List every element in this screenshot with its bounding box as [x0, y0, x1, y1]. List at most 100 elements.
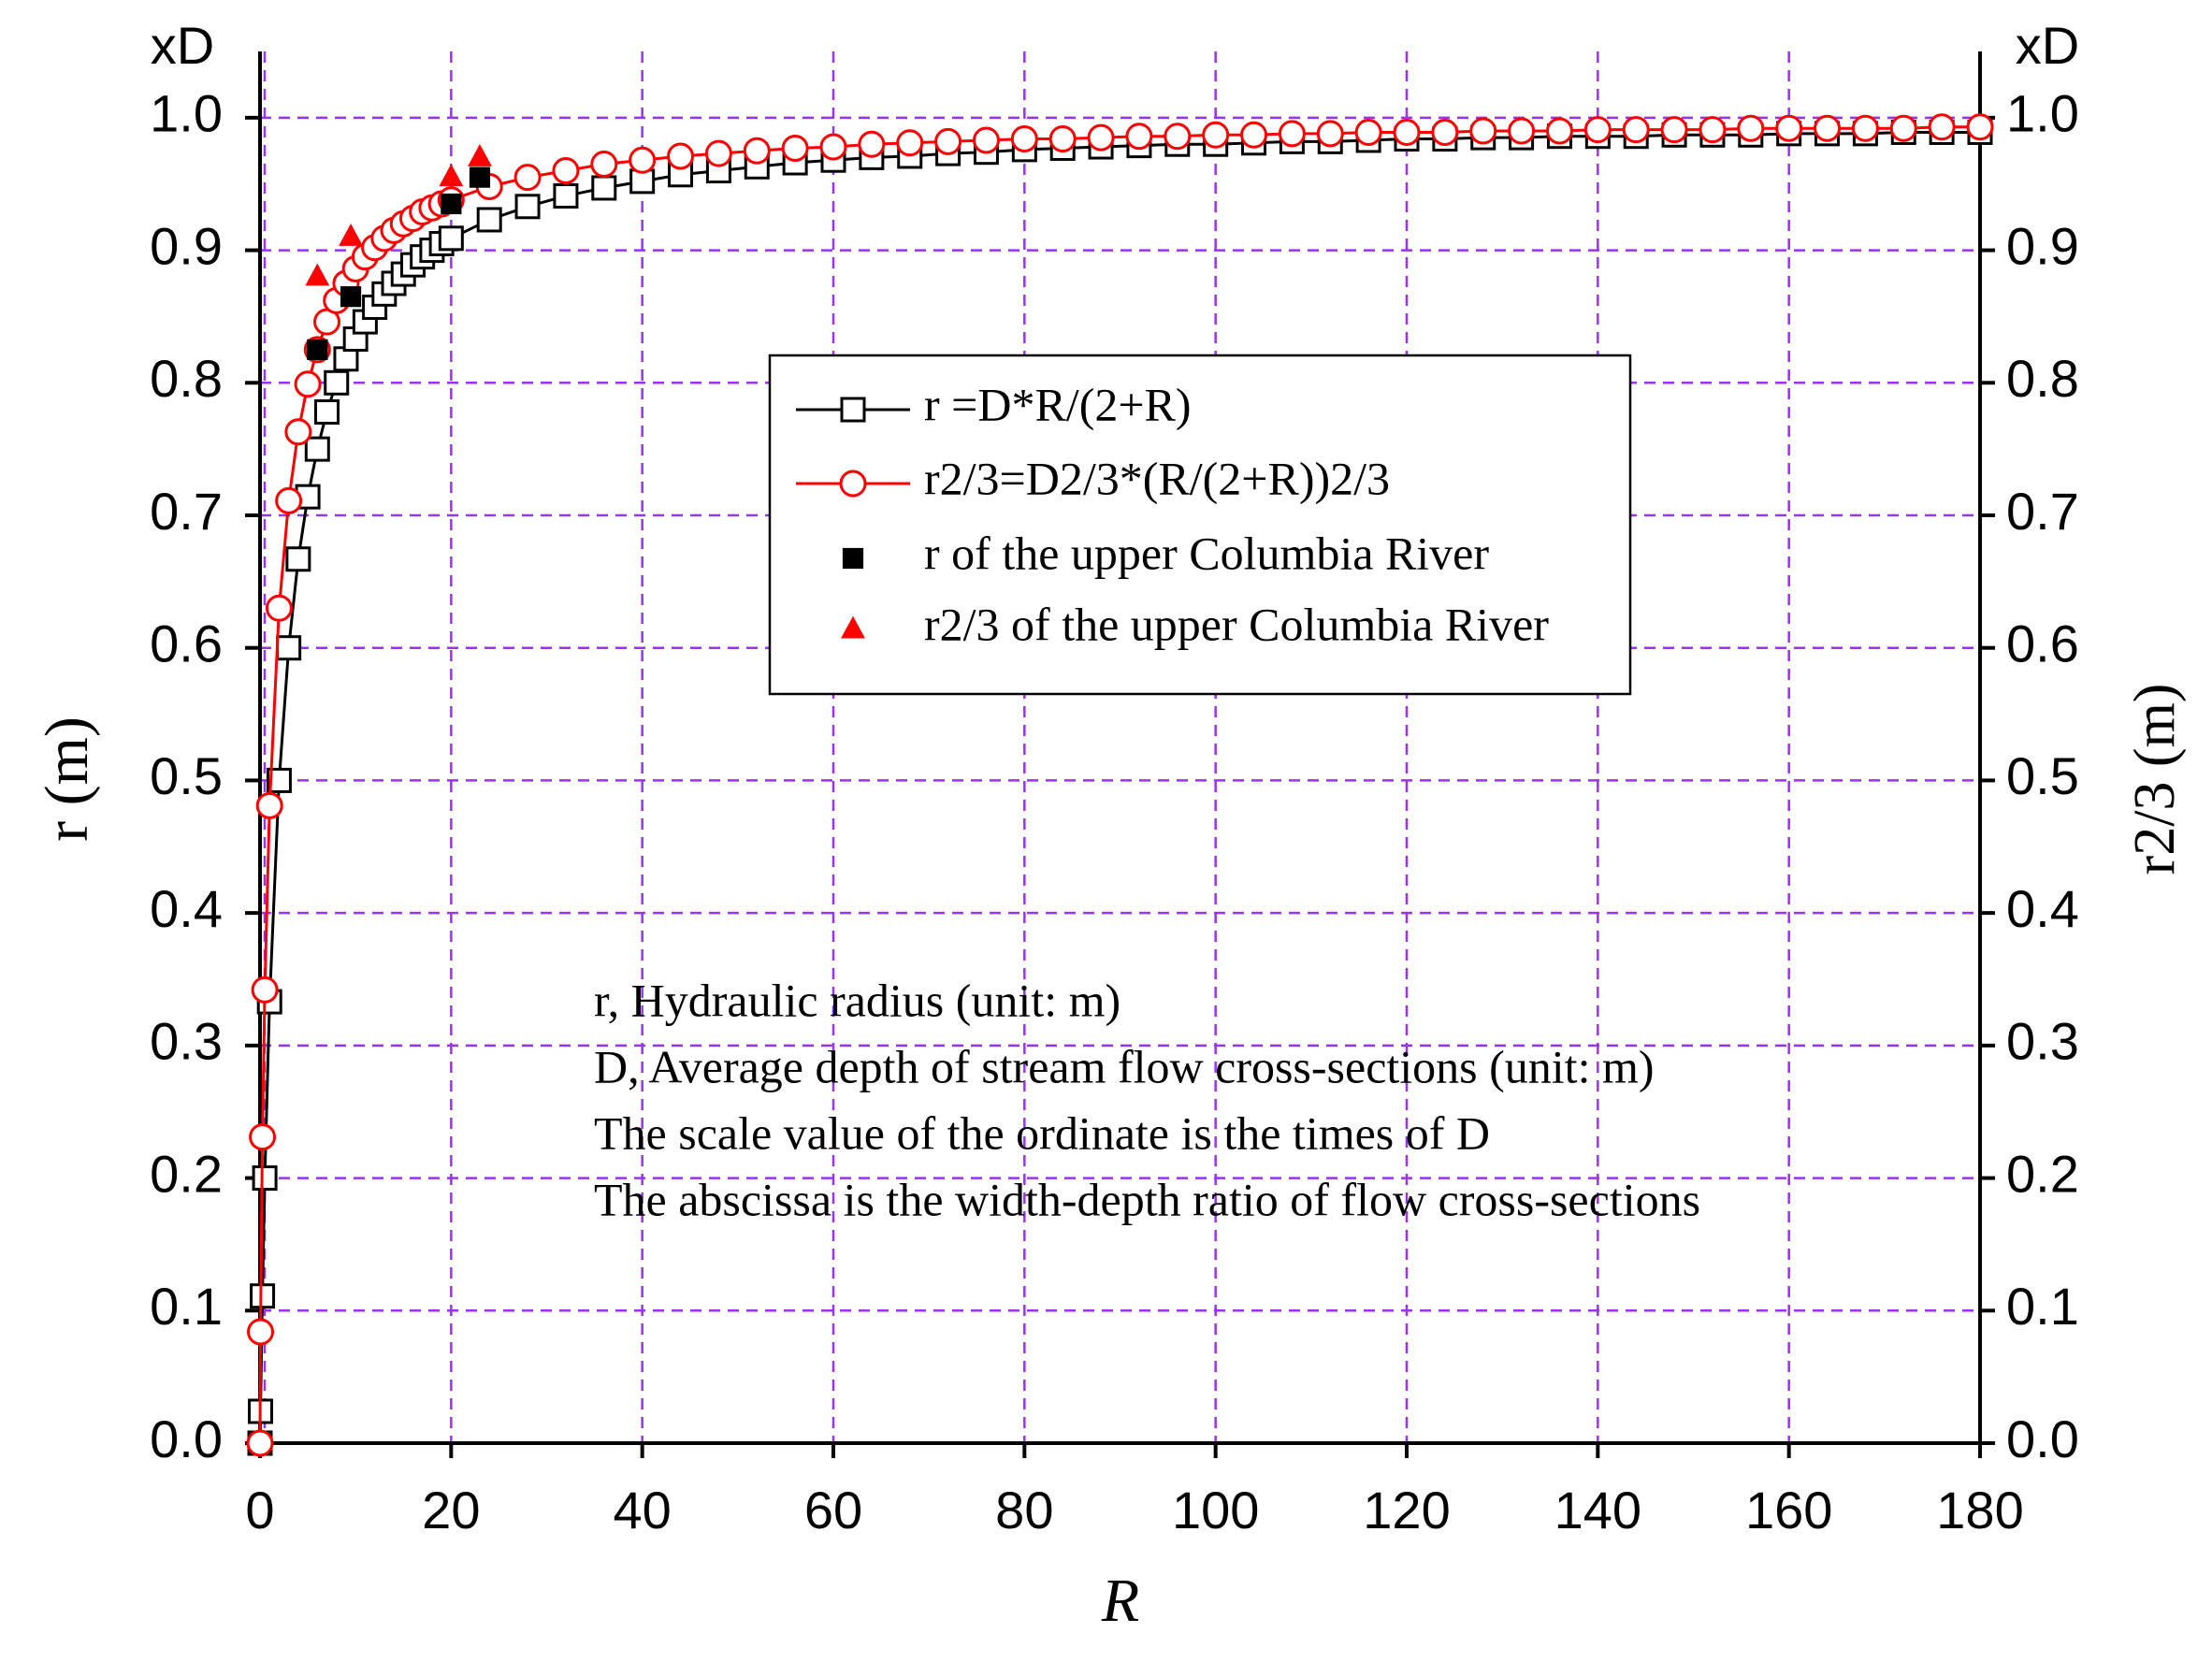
x-tick-label: 0 — [245, 1481, 274, 1539]
legend-label: r2/3 of the upper Columbia River — [924, 598, 1549, 650]
annotation: r, Hydraulic radius (unit: m) — [594, 974, 1120, 1026]
circle-marker — [781, 134, 809, 162]
y2-tick-label: 0.7 — [2006, 482, 2079, 541]
circle-marker — [1622, 116, 1650, 144]
circle-marker — [246, 1429, 274, 1457]
y2-tick-label: 0.1 — [2006, 1277, 2079, 1336]
x-tick-label: 160 — [1745, 1481, 1832, 1539]
legend-box — [768, 354, 1632, 696]
square-marker — [285, 546, 311, 572]
circle-marker — [1354, 118, 1382, 146]
circle-marker — [1851, 114, 1879, 142]
circle-marker — [1814, 114, 1842, 142]
square-marker — [362, 295, 388, 321]
circle-marker — [1393, 118, 1421, 146]
square-marker — [307, 339, 328, 360]
y-axis-label: r (m) — [33, 716, 101, 842]
square-marker — [591, 175, 617, 201]
circle-marker — [265, 594, 293, 622]
triangle-marker — [339, 224, 363, 246]
circle-marker — [552, 157, 580, 185]
circle-marker — [704, 139, 732, 167]
annotation: The scale value of the ordinate is the t… — [594, 1106, 1490, 1159]
circle-marker — [1316, 120, 1344, 148]
square-marker — [842, 547, 864, 570]
series — [246, 113, 1994, 1457]
circle-marker — [819, 133, 847, 161]
circle-marker — [1737, 114, 1765, 142]
circle-marker — [1889, 114, 1917, 142]
circle-marker — [1775, 114, 1803, 142]
y-tick-label: 0.9 — [150, 216, 223, 275]
y2-tick-label: 0.5 — [2006, 746, 2079, 805]
annotation: The abscissa is the width-depth ratio of… — [594, 1173, 1700, 1225]
circle-marker — [1087, 123, 1115, 152]
y-tick-label: 0.0 — [150, 1409, 223, 1468]
y2-unit-label: xD — [2016, 16, 2079, 75]
x-tick-label: 20 — [422, 1481, 480, 1539]
legend-label: r =D*R/(2+R) — [924, 378, 1192, 430]
x-tick-label: 120 — [1363, 1481, 1450, 1539]
y-tick-label: 0.6 — [150, 614, 223, 673]
circle-marker — [629, 146, 657, 174]
circle-marker — [858, 130, 886, 158]
square-marker — [314, 398, 340, 425]
triangle-marker — [468, 144, 492, 166]
y-tick-label: 0.2 — [150, 1144, 223, 1203]
y2-tick-label: 0.3 — [2006, 1012, 2079, 1071]
square-marker — [304, 436, 330, 462]
y-unit-label: xD — [151, 16, 214, 75]
square-marker — [469, 166, 491, 188]
series-line — [258, 130, 1980, 1444]
x-tick-label: 140 — [1554, 1481, 1641, 1539]
circle-marker — [255, 791, 283, 819]
y2-tick-label: 0.4 — [2006, 879, 2079, 938]
y2-tick-label: 0.6 — [2006, 614, 2079, 673]
circle-marker — [1240, 121, 1268, 149]
y-tick-label: 0.3 — [150, 1012, 223, 1071]
circle-marker — [247, 1318, 275, 1346]
square-marker — [629, 168, 656, 195]
y-tick-label: 0.4 — [150, 879, 223, 938]
circle-marker — [1928, 113, 1956, 141]
circle-marker — [896, 129, 924, 157]
circle-marker — [294, 370, 322, 398]
y2-tick-label: 0.8 — [2006, 349, 2079, 408]
legend-label: r of the upper Columbia River — [924, 527, 1489, 579]
legend-label: r2/3=D2/3*(R/(2+R))2/3 — [924, 452, 1390, 504]
circle-marker — [249, 1123, 277, 1151]
circle-marker — [1278, 120, 1306, 148]
circle-marker — [1010, 125, 1038, 153]
y2-tick-label: 0.2 — [2006, 1144, 2079, 1203]
square-marker — [476, 207, 502, 233]
circle-marker — [1431, 118, 1459, 146]
circle-marker — [743, 137, 771, 165]
square-marker — [553, 182, 579, 209]
square-marker — [840, 397, 866, 423]
circle-marker — [1125, 123, 1153, 151]
circle-marker — [1545, 117, 1573, 145]
annotation: D, Average depth of stream flow cross-se… — [594, 1040, 1655, 1092]
circle-marker — [1966, 113, 1994, 141]
circle-marker — [513, 164, 542, 192]
series — [307, 166, 491, 360]
circle-marker — [275, 486, 303, 514]
circle-marker — [667, 142, 695, 170]
square-marker — [250, 1283, 276, 1309]
series — [305, 144, 492, 286]
square-marker — [441, 193, 462, 215]
circle-marker — [251, 976, 279, 1004]
circle-marker — [590, 150, 618, 178]
x-tick-label: 40 — [614, 1481, 672, 1539]
circle-marker — [1699, 116, 1727, 144]
square-marker — [252, 1165, 278, 1192]
series — [247, 119, 1993, 1456]
y2-tick-label: 0.9 — [2006, 216, 2079, 275]
triangle-marker — [439, 164, 464, 187]
circle-marker — [934, 127, 962, 155]
circle-marker — [1202, 121, 1230, 149]
circle-marker — [1164, 123, 1192, 151]
circle-marker — [1583, 116, 1612, 144]
